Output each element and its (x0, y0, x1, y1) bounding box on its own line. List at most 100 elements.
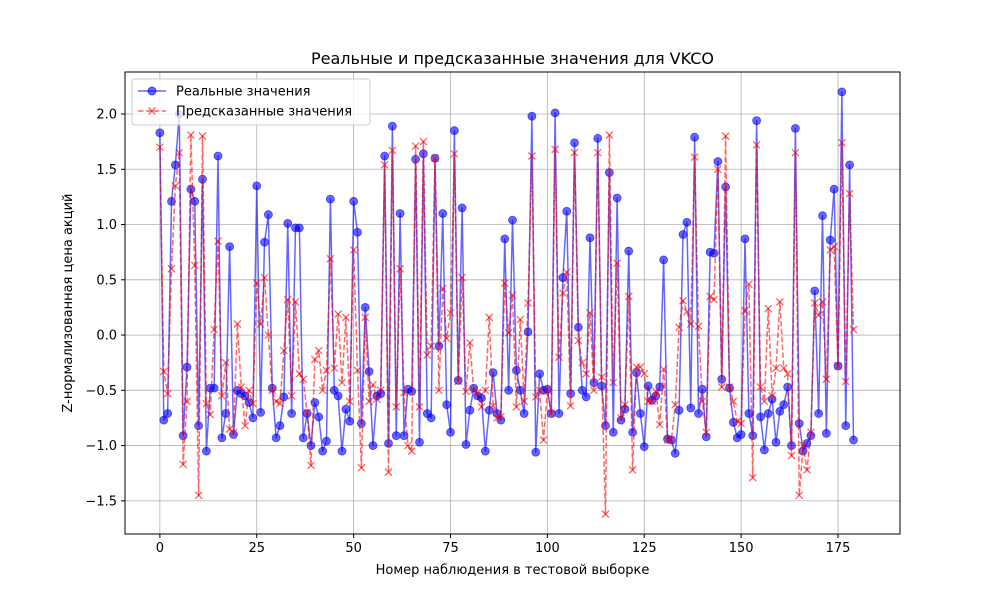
data-point (175, 148, 184, 157)
data-point (271, 433, 281, 443)
data-point (725, 383, 734, 391)
data-point (210, 325, 219, 334)
data-point (400, 388, 408, 397)
data-point (364, 367, 374, 376)
data-point (276, 399, 284, 408)
x-tick-label: 150 (729, 541, 754, 556)
data-point (446, 427, 455, 437)
data-point (454, 377, 463, 386)
data-point (391, 431, 401, 441)
data-point (698, 397, 707, 406)
data-point (186, 131, 195, 139)
data-point (555, 353, 563, 362)
data-point (353, 227, 362, 237)
legend-box (131, 78, 371, 126)
data-point (248, 413, 258, 423)
data-point (806, 428, 815, 437)
data-point (465, 338, 474, 347)
data-point (256, 320, 265, 328)
data-point (431, 154, 439, 163)
data-point (670, 448, 680, 458)
data-point (427, 342, 436, 351)
legend-label-real: Реальные значения (176, 85, 311, 100)
data-point (577, 385, 587, 395)
data-point (845, 189, 854, 198)
data-point (574, 336, 583, 345)
ticks: 0 25 50 75 100 125 150 175 −1.5 −1.0 −0.5 0.0 0.5 1.0… (85, 108, 850, 557)
data-point (679, 296, 687, 305)
data-point (640, 369, 649, 378)
data-point (450, 149, 459, 158)
data-point (395, 209, 405, 218)
data-point (504, 385, 514, 395)
data-point (392, 402, 401, 411)
data-point (752, 140, 761, 149)
data-point (772, 364, 780, 373)
data-point (334, 310, 343, 319)
data-point (834, 362, 842, 370)
data-point (206, 410, 215, 419)
data-point (268, 386, 277, 395)
data-point (356, 419, 366, 428)
data-point (299, 375, 308, 384)
data-point (763, 409, 773, 418)
data-point (322, 366, 331, 375)
data-point (291, 297, 300, 306)
y-tick-label: 1.5 (96, 163, 117, 178)
data-point (283, 295, 292, 304)
y-tick-label: −0.5 (85, 384, 117, 399)
data-point (740, 234, 750, 244)
data-point (403, 441, 412, 450)
data-point (570, 138, 579, 148)
data-point (500, 279, 509, 288)
data-point (648, 397, 656, 406)
data-point (252, 181, 262, 191)
data-point (674, 405, 684, 415)
legend-label-predicted: Предсказанные значения (176, 105, 352, 120)
data-point (457, 203, 467, 213)
data-point (167, 196, 176, 206)
data-point (485, 313, 494, 322)
data-point (314, 346, 323, 355)
data-point (155, 128, 165, 138)
data-point (803, 465, 811, 474)
data-point (446, 308, 455, 317)
data-point (659, 365, 668, 374)
x-tick-label: 175 (826, 541, 851, 556)
data-point (667, 436, 676, 445)
series-layer (155, 87, 858, 519)
data-point (516, 315, 525, 324)
data-point (365, 397, 374, 406)
data-point (582, 369, 591, 378)
y-tick-label: 1.0 (96, 218, 117, 233)
data-point (163, 389, 172, 398)
data-point (411, 142, 420, 151)
data-point (465, 405, 475, 415)
x-tick-label: 0 (156, 541, 164, 556)
data-point (260, 237, 269, 247)
data-point (388, 146, 397, 155)
data-point (214, 237, 222, 246)
data-point (500, 234, 510, 244)
data-point (477, 402, 486, 411)
data-point (504, 328, 513, 337)
data-point (837, 87, 847, 97)
data-point (159, 415, 169, 425)
data-point (263, 210, 273, 219)
data-point (361, 313, 370, 322)
data-point (729, 397, 738, 406)
y-tick-label: −1.0 (85, 439, 117, 454)
data-point (264, 331, 273, 340)
data-point (508, 215, 517, 225)
data-point (213, 151, 223, 161)
data-point (248, 399, 257, 408)
data-point (330, 364, 339, 373)
data-point (380, 151, 390, 161)
data-point (294, 223, 304, 233)
data-point (303, 408, 312, 417)
data-point (338, 378, 346, 387)
x-axis-label: Номер наблюдения в тестовой выборке (376, 563, 650, 578)
data-point (609, 378, 618, 387)
data-point (690, 132, 700, 142)
data-point (419, 137, 428, 146)
